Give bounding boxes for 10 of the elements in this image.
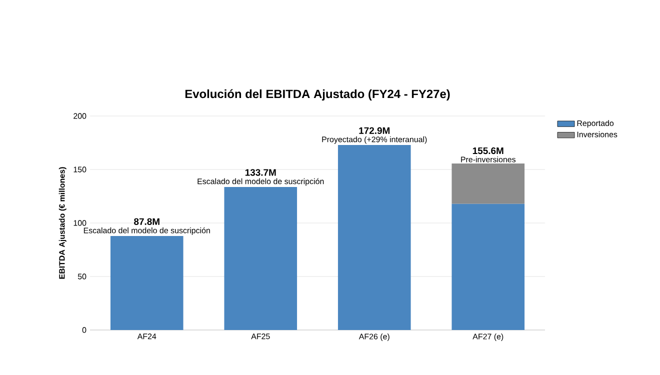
total-label: 87.8M	[134, 218, 160, 225]
total-label: 172.9M	[359, 127, 390, 134]
bar	[338, 144, 411, 330]
total-label: 155.6M	[472, 147, 504, 154]
bar	[224, 186, 298, 330]
chart-title: Evolución del EBITDA Ajustado (FY24 - FY27e)	[185, 89, 450, 101]
total-label: 133.7M	[245, 169, 276, 176]
bar	[110, 236, 184, 330]
bar	[452, 204, 525, 330]
bar	[452, 164, 525, 204]
